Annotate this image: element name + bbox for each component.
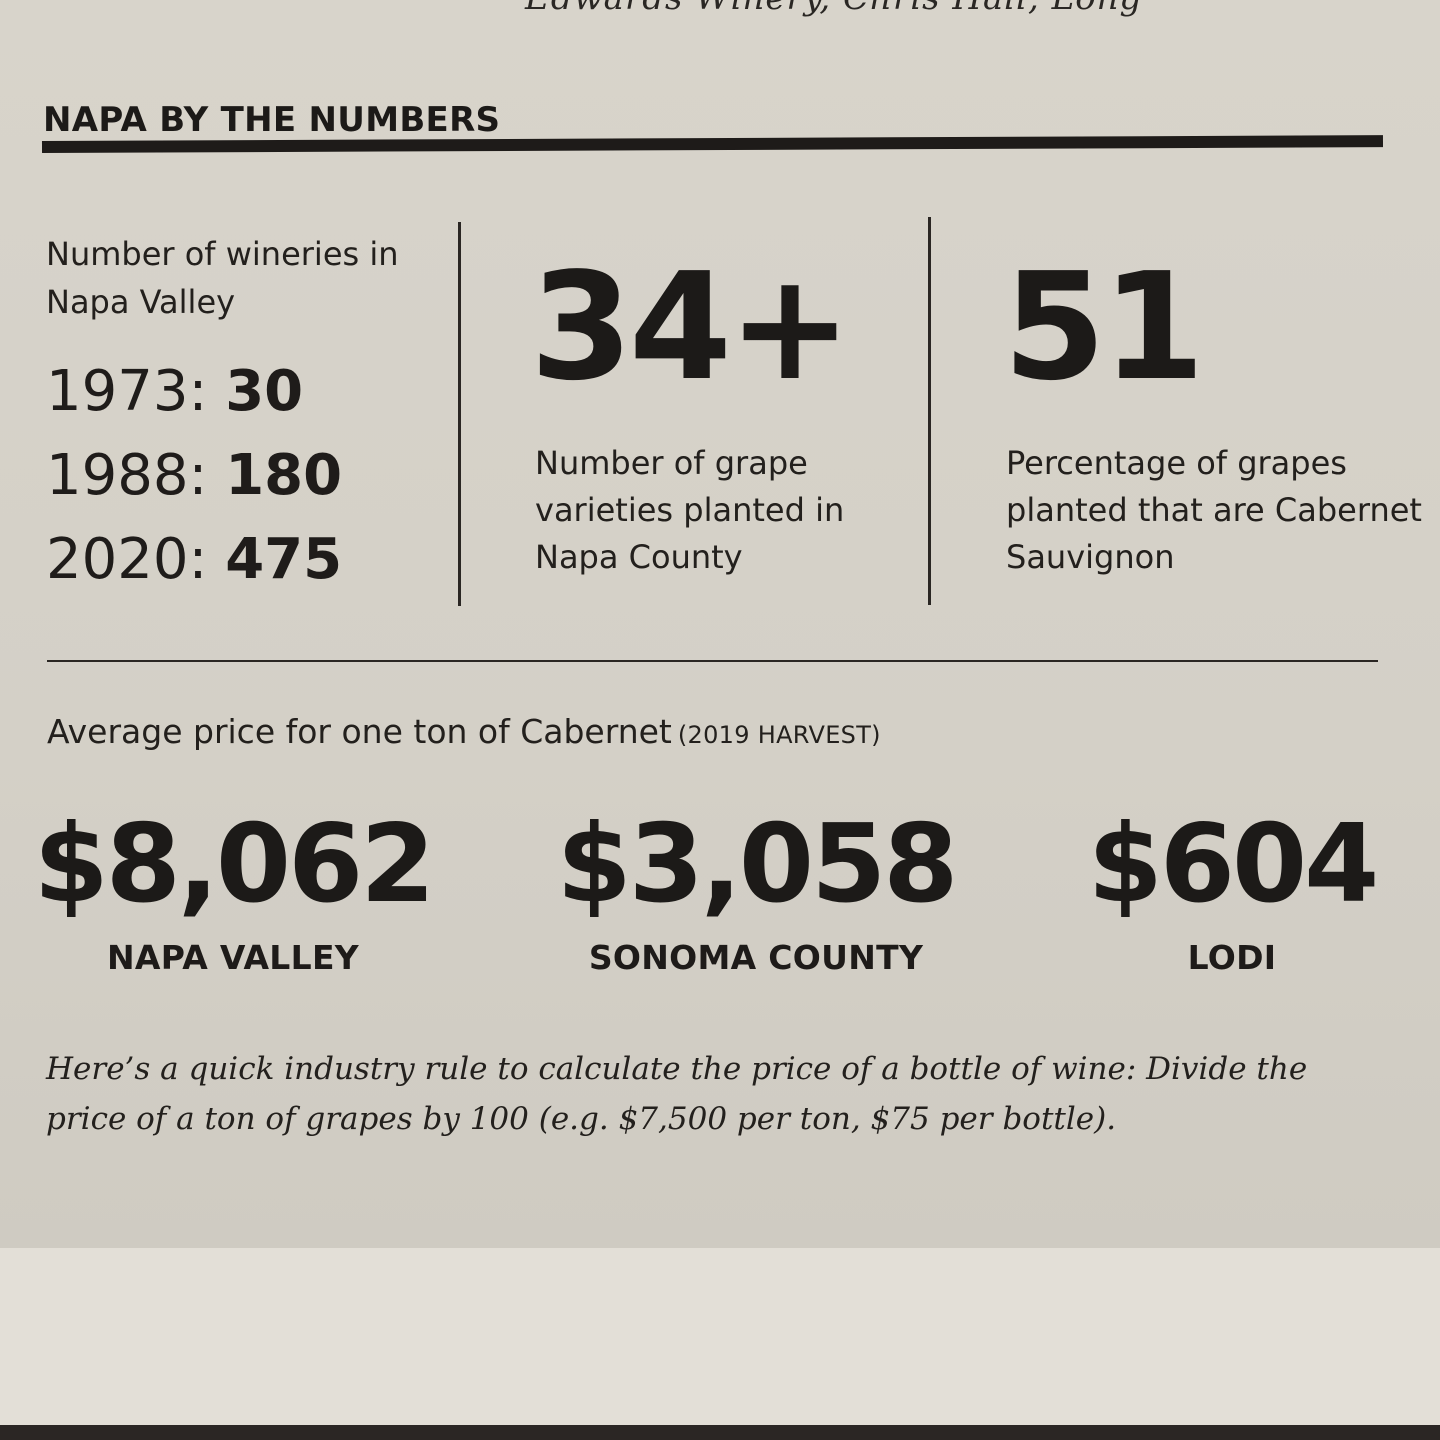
cut-off-caption: Edwards Winery, Chris Hall, Long [525,0,1142,18]
year-row: 1973: 30 [46,350,446,434]
year-label: 1988: [46,443,208,508]
price-label: Average price for one ton of Cabernet (20… [47,712,881,751]
stats-panel: Edwards Winery, Chris Hall, Long NAPA BY… [0,0,1440,1248]
price-amount: $8,062 [33,802,436,927]
year-label: 1973: [46,359,208,424]
column-divider-right [928,217,931,605]
price-region: NAPA VALLEY [107,938,359,977]
price-amount: $3,058 [556,802,959,927]
section-title: NAPA BY THE NUMBERS [43,100,501,140]
grape-varieties-description: Number of grape varieties planted in Nap… [535,444,845,576]
price-region: LODI [1187,938,1277,977]
cabernet-percentage-description: Percentage of grapes planted that are Ca… [1006,444,1422,576]
cabernet-percentage-stat: 51 [1003,241,1205,413]
harvest-note: (2019 HARVEST) [677,721,881,749]
price-amount: $604 [1087,802,1380,927]
industry-rule-note: Here’s a quick industry rule to calculat… [46,1051,1308,1137]
wineries-year-list: 1973: 30 1988: 180 2020: 475 [46,350,446,602]
price-sonoma-county: $3,058 SONOMA COUNTY [536,800,976,978]
price-label-text: Average price for one ton of Cabernet [47,712,672,751]
year-label: 2020: [46,527,208,592]
price-napa-valley: $8,062 NAPA VALLEY [13,800,453,978]
year-row: 1988: 180 [46,434,446,518]
section-divider [47,660,1378,662]
winery-count: 475 [225,527,343,592]
column-divider-left [458,222,461,606]
price-region: SONOMA COUNTY [588,938,924,977]
price-lodi: $604 LODI [1012,800,1440,978]
winery-count: 180 [225,443,343,508]
year-row: 2020: 475 [46,518,446,602]
grape-varieties-stat: 34+ [530,241,852,413]
wineries-label: Number of wineries in Napa Valley [46,235,399,321]
winery-count: 30 [225,359,304,424]
